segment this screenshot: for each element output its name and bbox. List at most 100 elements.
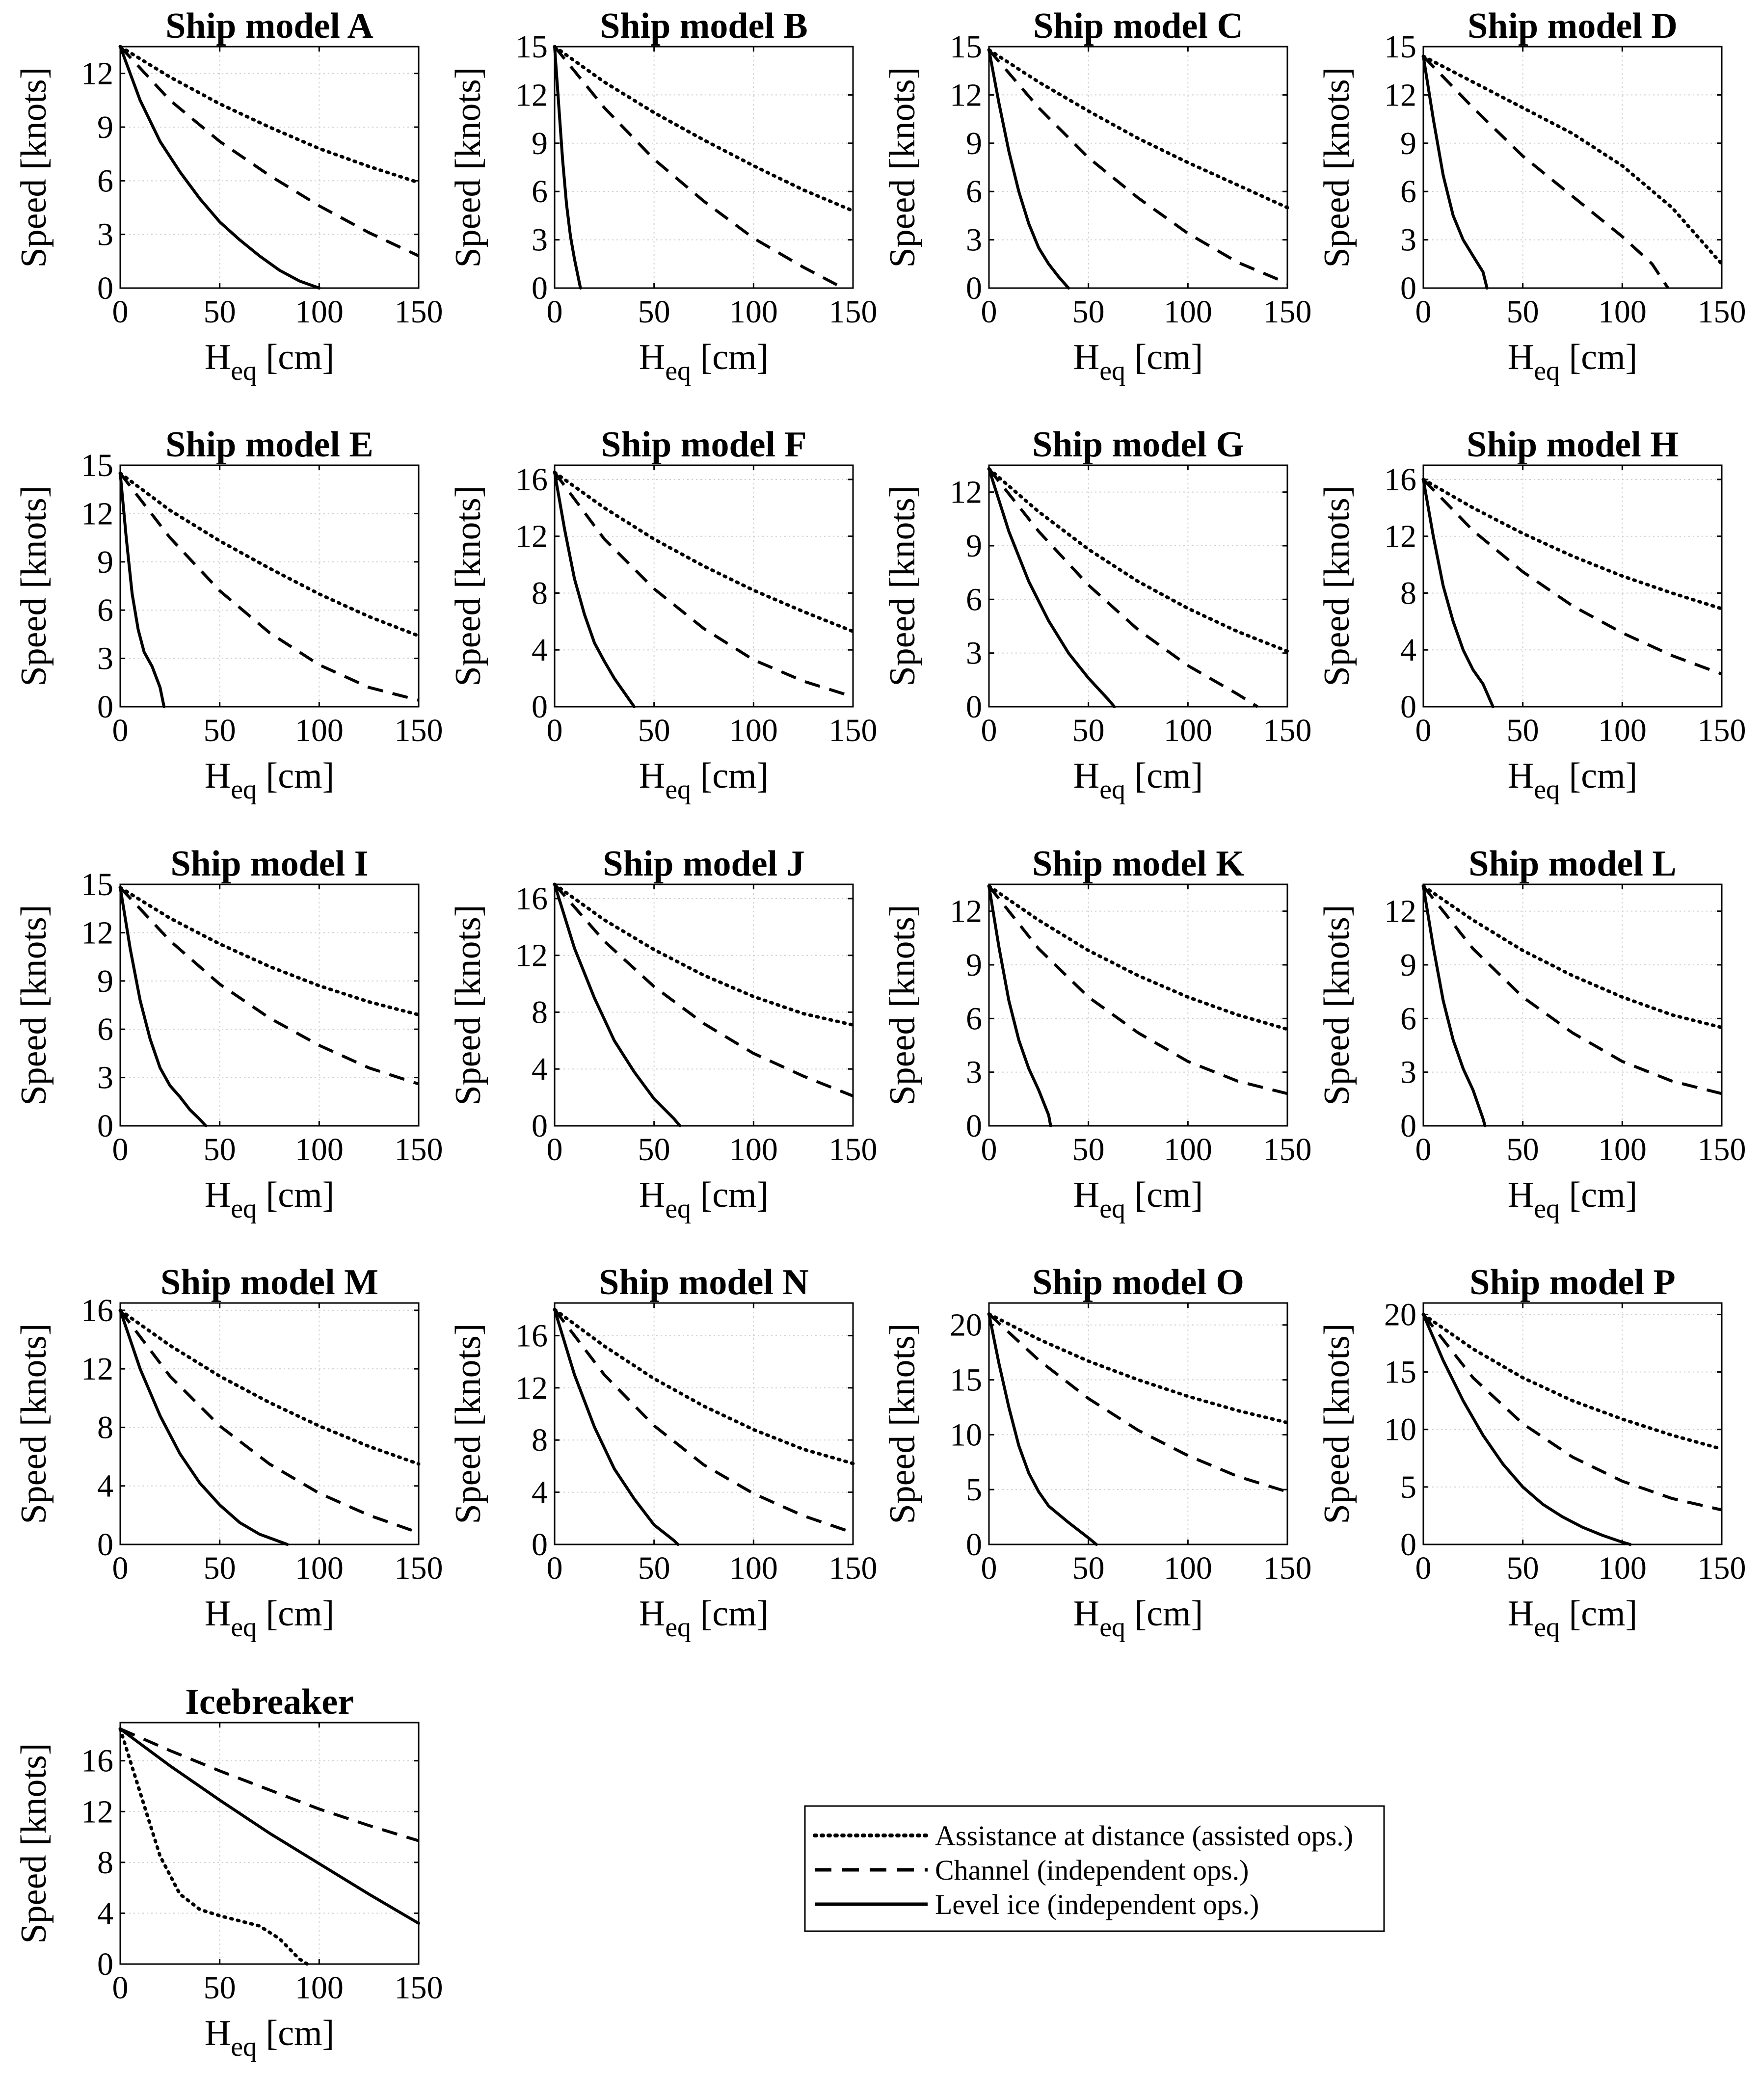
x-tick-label: 50 — [638, 294, 670, 330]
panel-title: Ship model K — [1032, 844, 1244, 884]
chart-panel: 0 50 100 150 0 3 6 9 12 15 Ship model I Heq [cm] Spe… — [14, 844, 443, 1224]
y-tick-label: 9 — [966, 528, 982, 564]
x-axis-label: Heq [cm] — [1073, 756, 1203, 805]
x-axis-label: Heq [cm] — [1073, 1175, 1203, 1224]
axes-frame — [1422, 464, 1723, 708]
y-tick-label: 15 — [1384, 29, 1416, 65]
axes-frame — [119, 46, 420, 289]
y-tick-label: 9 — [97, 109, 113, 145]
axes-frame — [1422, 46, 1723, 289]
x-tick-label: 0 — [112, 713, 129, 748]
series-line-assist — [1421, 54, 1724, 266]
y-tick-label: 3 — [966, 1055, 982, 1090]
x-axis-label: Heq [cm] — [205, 2013, 335, 2062]
x-tick-label: 0 — [112, 294, 129, 330]
x-tick-label: 0 — [981, 1550, 997, 1586]
series-line-level — [553, 471, 636, 708]
y-tick-label: 9 — [97, 544, 113, 580]
y-tick-label: 4 — [532, 632, 548, 668]
y-axis-label: Speed [knots] — [882, 486, 923, 687]
series-line-level — [119, 472, 166, 708]
y-tick-label: 0 — [97, 270, 113, 306]
x-tick-label: 150 — [395, 713, 443, 748]
series-line-level — [987, 467, 1116, 708]
x-tick-label: 100 — [295, 1550, 344, 1586]
y-tick-label: 9 — [97, 963, 113, 999]
series-line-assist — [1421, 1312, 1724, 1451]
series-line-assist — [118, 1308, 421, 1466]
legend: Assistance at distance (assisted ops.) C… — [804, 1805, 1385, 1932]
x-tick-label: 150 — [829, 1550, 878, 1586]
y-tick-label: 0 — [97, 689, 113, 725]
y-axis-label: Speed [knots] — [1317, 1324, 1357, 1524]
x-tick-label: 150 — [395, 294, 443, 330]
x-tick-label: 0 — [547, 294, 563, 330]
x-axis-label: Heq [cm] — [639, 337, 769, 386]
y-axis-label: Speed [knots] — [882, 67, 923, 268]
x-tick-label: 50 — [204, 1132, 236, 1168]
x-tick-label: 100 — [1598, 1132, 1647, 1168]
y-tick-label: 3 — [966, 636, 982, 671]
y-tick-label: 16 — [1384, 462, 1416, 498]
y-tick-label: 12 — [1384, 519, 1416, 555]
x-tick-label: 100 — [295, 713, 344, 748]
series-line-channel — [119, 886, 419, 1086]
y-tick-label: 8 — [532, 1422, 548, 1458]
series-line-level — [119, 1308, 289, 1546]
panel-title: Ship model I — [170, 844, 368, 884]
x-tick-label: 150 — [395, 1550, 443, 1586]
y-tick-label: 16 — [515, 881, 548, 917]
x-axis-label: Heq [cm] — [1073, 337, 1203, 386]
y-tick-label: 16 — [81, 1293, 113, 1329]
series-line-assist — [1421, 884, 1724, 1030]
series-line-channel — [1422, 478, 1723, 676]
chart-panel: 0 50 100 150 0 5 10 15 20 Ship model P Heq [cm] Spe… — [1317, 1262, 1746, 1643]
x-tick-label: 150 — [1263, 1550, 1312, 1586]
y-tick-label: 9 — [966, 126, 982, 161]
x-tick-label: 150 — [829, 294, 878, 330]
y-tick-label: 0 — [532, 1108, 548, 1144]
y-tick-label: 12 — [1384, 77, 1416, 113]
series-line-assist — [987, 467, 1289, 653]
x-tick-label: 0 — [1415, 294, 1432, 330]
chart-panel: 0 50 100 150 0 4 8 12 16 Ship model J Heq [cm] Spee… — [448, 844, 878, 1224]
series-line-channel — [987, 1313, 1288, 1493]
chart-panel: 0 50 100 150 0 4 8 12 16 Ship model N Heq [cm] Spee… — [448, 1262, 878, 1643]
x-tick-label: 150 — [1263, 294, 1312, 330]
y-tick-label: 15 — [1384, 1355, 1416, 1390]
chart-panel: 0 50 100 150 0 4 8 12 16 Icebreaker Heq [cm] Speed … — [14, 1682, 443, 2062]
y-tick-label: 4 — [532, 1475, 548, 1511]
y-tick-label: 0 — [532, 270, 548, 306]
y-tick-label: 0 — [97, 1527, 113, 1563]
axes-frame — [119, 883, 420, 1127]
axes-frame — [119, 1302, 420, 1545]
y-tick-label: 0 — [966, 270, 982, 306]
chart-panel: 0 50 100 150 0 3 6 9 12 Ship model K Heq [cm] Speed… — [882, 844, 1312, 1224]
x-tick-label: 100 — [295, 1970, 344, 2006]
series-line-level — [119, 886, 208, 1127]
x-axis-label: Heq [cm] — [205, 756, 335, 805]
y-tick-label: 6 — [97, 592, 113, 628]
y-tick-label: 12 — [515, 519, 548, 555]
x-tick-label: 100 — [1164, 1132, 1212, 1168]
series-line-channel — [1422, 55, 1670, 289]
x-axis-label: Heq [cm] — [639, 1175, 769, 1224]
x-axis-label: Heq [cm] — [205, 337, 335, 386]
y-tick-label: 8 — [532, 575, 548, 611]
chart-panel: 0 50 100 150 0 4 8 12 16 Ship model M Heq [cm] Spee… — [14, 1262, 443, 1643]
x-tick-label: 100 — [1164, 1550, 1212, 1586]
axes-frame — [1422, 1302, 1723, 1545]
x-tick-label: 0 — [1415, 713, 1432, 748]
chart-panel: 0 50 100 150 0 4 8 12 16 Ship model H Heq [cm] Spee… — [1317, 425, 1746, 805]
y-tick-label: 12 — [1384, 894, 1416, 930]
y-tick-label: 6 — [97, 163, 113, 199]
y-axis-label: Speed [knots] — [14, 905, 54, 1106]
x-tick-label: 0 — [112, 1550, 129, 1586]
series-line-channel — [119, 472, 419, 702]
y-tick-label: 9 — [1400, 126, 1416, 161]
chart-panel: 0 50 100 150 0 3 6 9 12 15 Ship model E Heq [cm] Spe… — [14, 425, 443, 805]
y-tick-label: 10 — [950, 1417, 982, 1453]
series-line-level — [1422, 54, 1489, 290]
y-tick-label: 12 — [81, 915, 113, 951]
y-tick-label: 3 — [97, 641, 113, 677]
